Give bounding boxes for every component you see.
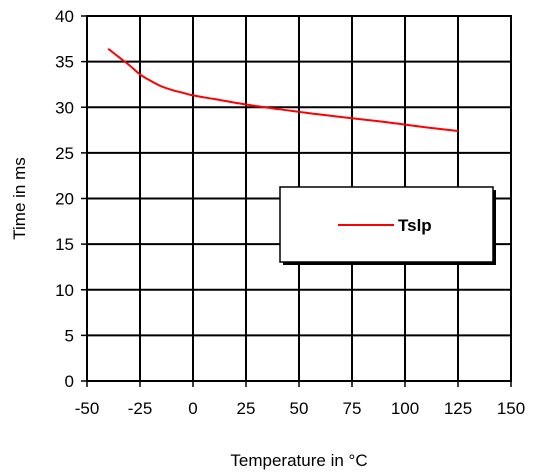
series-layer bbox=[107, 48, 459, 132]
y-tick-label: 5 bbox=[65, 326, 74, 345]
x-tick-label: 50 bbox=[290, 399, 309, 418]
x-axis-ticks: -50 -25 0 25 50 75 100 125 150 bbox=[75, 381, 525, 418]
legend: Tslp bbox=[279, 186, 496, 265]
x-tick-label: -50 bbox=[75, 399, 100, 418]
x-tick-label: 75 bbox=[343, 399, 362, 418]
x-tick-label: 125 bbox=[444, 399, 472, 418]
y-axis-label: Time in ms bbox=[10, 157, 29, 240]
y-tick-label: 30 bbox=[55, 98, 74, 117]
y-tick-label: 25 bbox=[55, 144, 74, 163]
legend-label-tslp: Tslp bbox=[398, 216, 432, 235]
y-axis-ticks: 0 5 10 15 20 25 30 35 40 bbox=[55, 7, 87, 391]
y-tick-label: 20 bbox=[55, 190, 74, 209]
x-tick-label: 0 bbox=[188, 399, 197, 418]
y-tick-label: 0 bbox=[65, 372, 74, 391]
y-tick-label: 15 bbox=[55, 235, 74, 254]
x-tick-label: -25 bbox=[128, 399, 153, 418]
series-line-tslp bbox=[107, 48, 459, 132]
x-tick-label: 150 bbox=[497, 399, 525, 418]
x-tick-label: 25 bbox=[237, 399, 256, 418]
y-tick-label: 40 bbox=[55, 7, 74, 26]
x-axis-label: Temperature in °C bbox=[230, 451, 367, 470]
y-tick-label: 10 bbox=[55, 281, 74, 300]
x-tick-label: 100 bbox=[391, 399, 419, 418]
y-tick-label: 35 bbox=[55, 53, 74, 72]
